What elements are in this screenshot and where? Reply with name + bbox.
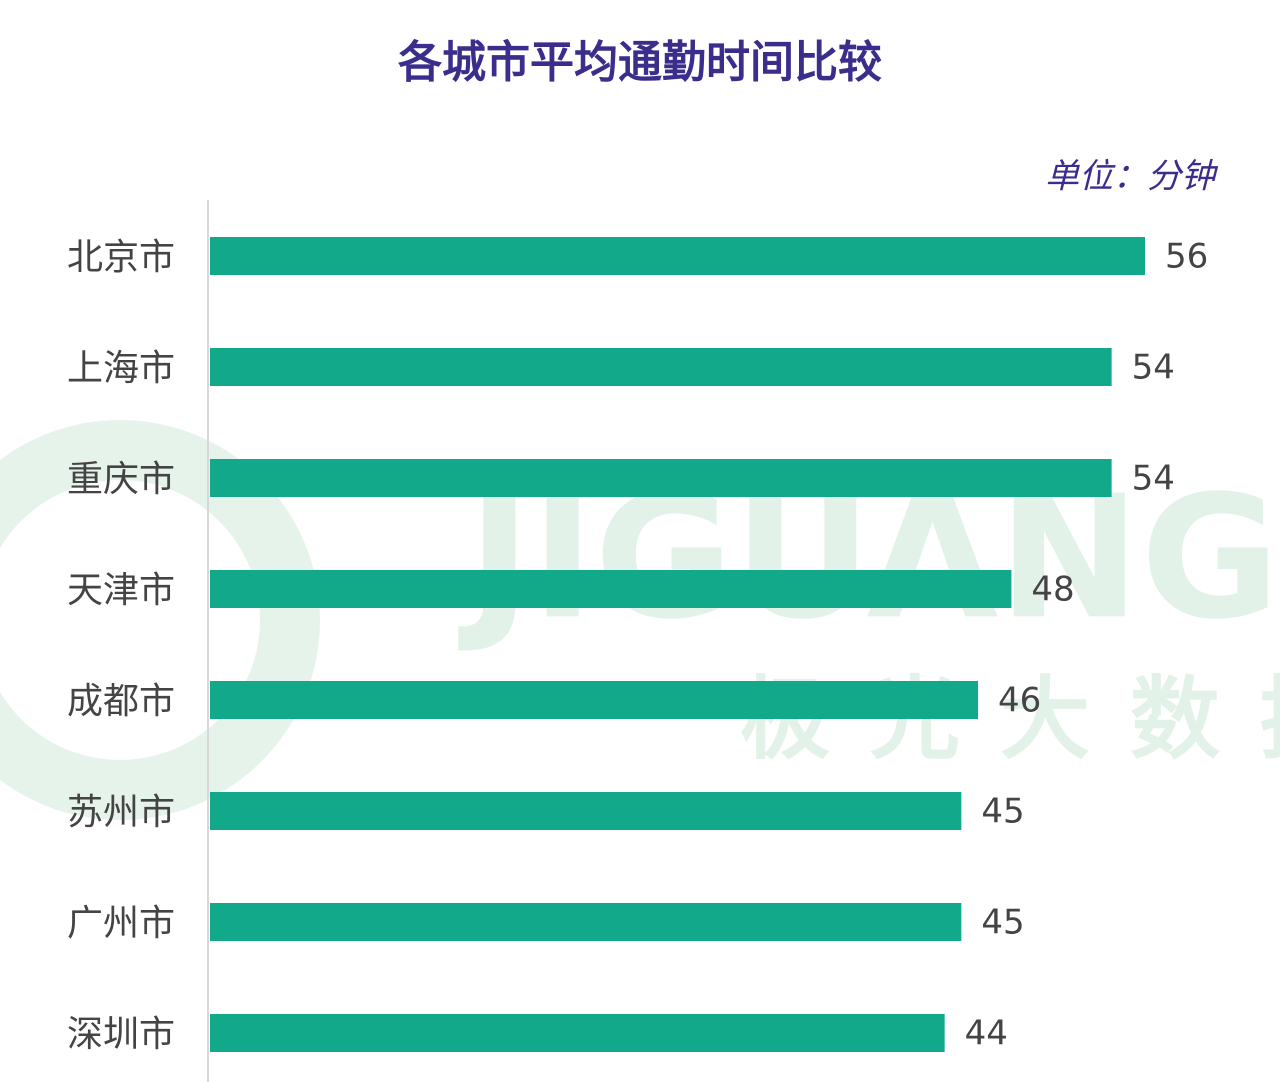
bar xyxy=(210,459,1112,497)
value-label: 56 xyxy=(1165,237,1208,277)
value-label: 45 xyxy=(981,792,1024,832)
bar xyxy=(210,570,1012,608)
value-label: 44 xyxy=(965,1014,1008,1054)
watermark-logo xyxy=(0,420,320,820)
bar xyxy=(210,792,962,830)
y-tick-label: 上海市 xyxy=(67,348,175,389)
value-label: 46 xyxy=(998,681,1041,721)
y-tick-label: 深圳市 xyxy=(67,1014,175,1055)
value-label: 45 xyxy=(981,903,1024,943)
unit-label: 单位：分钟 xyxy=(1045,157,1219,197)
y-tick-label: 苏州市 xyxy=(67,792,175,833)
bar xyxy=(210,1014,945,1052)
y-tick-label: 重庆市 xyxy=(67,459,175,500)
y-tick-label: 成都市 xyxy=(67,681,175,722)
bar xyxy=(210,681,979,719)
value-label: 54 xyxy=(1132,348,1175,388)
chart-title: 各城市平均通勤时间比较 xyxy=(398,37,882,88)
y-tick-label: 广州市 xyxy=(67,903,175,944)
y-tick-label: 天津市 xyxy=(67,570,175,611)
value-label: 48 xyxy=(1031,570,1074,610)
bar xyxy=(210,903,962,941)
y-tick-label: 北京市 xyxy=(67,237,175,278)
value-label: 54 xyxy=(1132,459,1175,499)
bar xyxy=(210,237,1145,275)
bar xyxy=(210,348,1112,386)
